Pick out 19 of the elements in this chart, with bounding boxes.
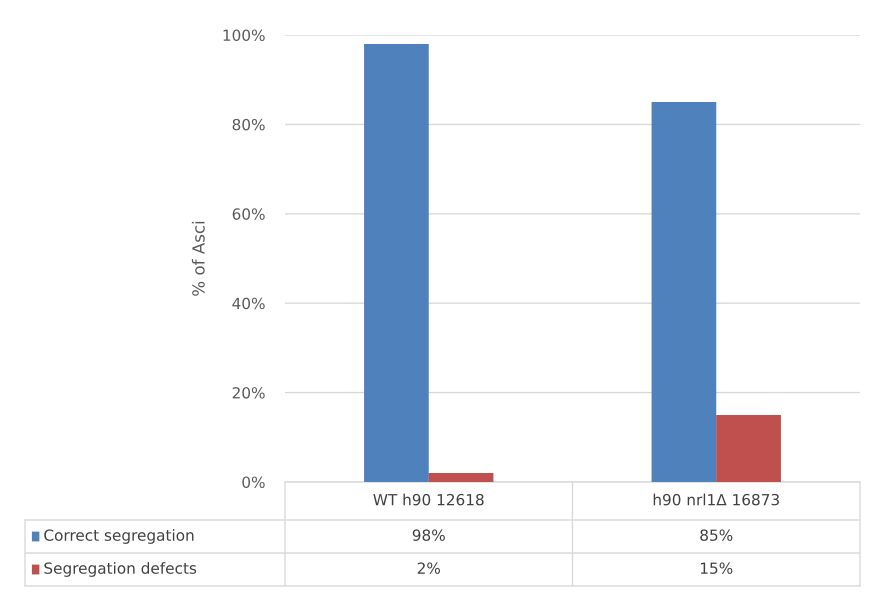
y-tick-label: 60% (232, 208, 265, 220)
x-tick-label: WT h90 12618 (373, 494, 484, 506)
bar (364, 44, 429, 482)
data-label: 15% (700, 562, 732, 574)
y-tick-label: 20% (232, 387, 265, 399)
x-tick-label: h90 nrl1Δ 16873 (654, 494, 779, 506)
data-label: 2% (418, 562, 440, 574)
y-tick-label: 80% (232, 118, 265, 130)
y-tick-label: 40% (232, 298, 265, 310)
y-tick-label: 0% (242, 476, 265, 488)
bar (428, 473, 494, 482)
legend-label: Segregation defects (44, 562, 196, 577)
bar (652, 102, 716, 482)
data-label: 98% (412, 529, 445, 541)
legend-label: Correct segregation (44, 529, 194, 544)
data-label: 85% (700, 529, 732, 541)
y-tick-label: 100% (224, 29, 265, 42)
y-axis-title: % of Asci (192, 222, 205, 296)
bar (716, 414, 781, 482)
